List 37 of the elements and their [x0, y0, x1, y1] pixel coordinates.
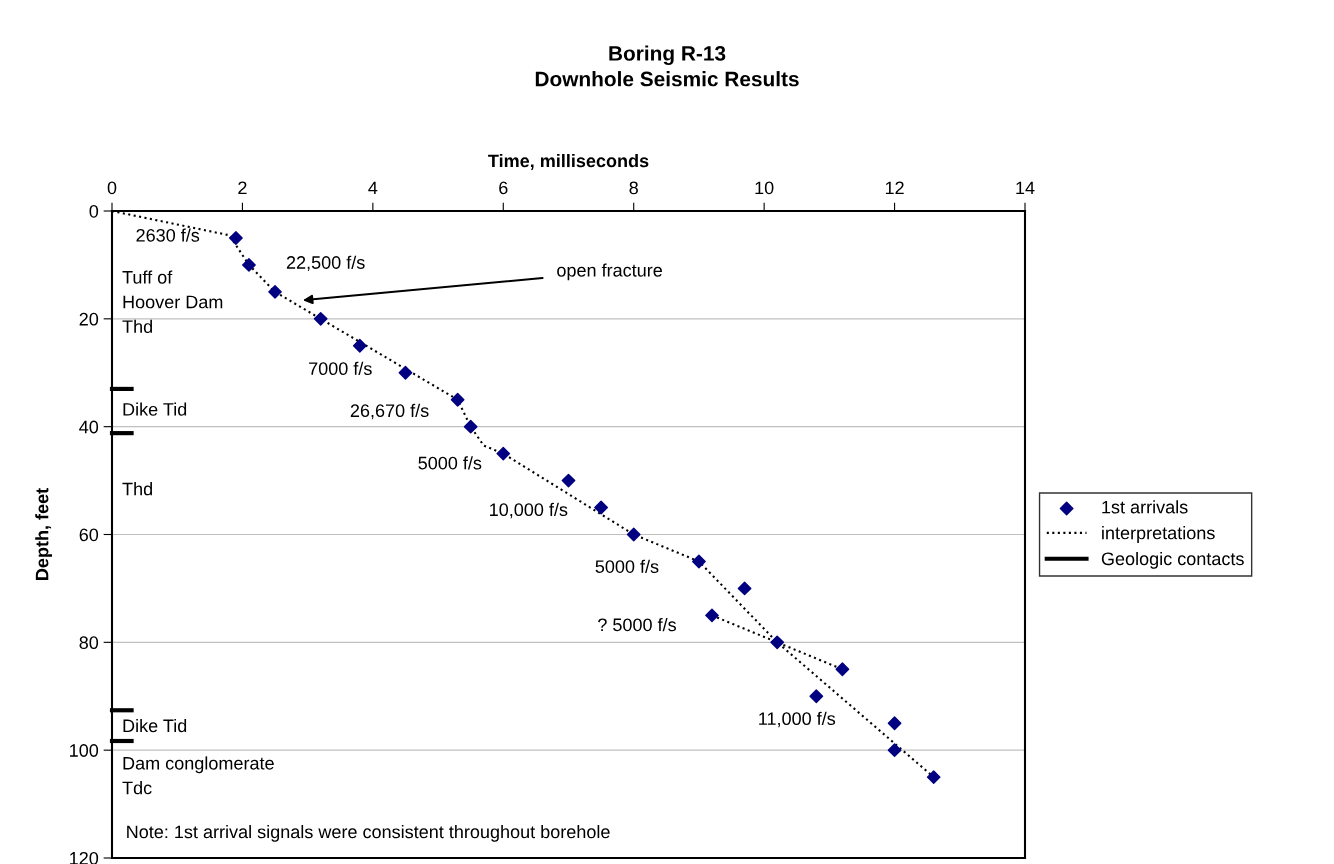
annotation: 2630 f/s	[136, 228, 200, 242]
legend-label: Geologic contacts	[1101, 551, 1244, 569]
annotation: Dike Tid	[123, 718, 187, 733]
annotation: 11,000 f/s	[759, 711, 836, 728]
annotation: Tuff of Hoover Dam Thd	[122, 270, 223, 334]
x-tick-label: 10	[755, 181, 774, 195]
x-tick-label: 12	[885, 181, 904, 195]
annotation: Thd	[122, 482, 152, 496]
y-tick-label: 120	[70, 851, 99, 864]
y-tick-label: 0	[89, 204, 99, 218]
y-axis-title: Depth, feet	[35, 488, 53, 580]
y-tick-label: 40	[79, 420, 99, 434]
x-tick-label: 8	[629, 181, 638, 195]
legend-label: interpretations	[1102, 526, 1215, 543]
annotation: 5000 f/s	[418, 456, 482, 470]
x-tick-label: 4	[368, 181, 378, 195]
x-tick-label: 14	[1016, 181, 1035, 195]
x-tick-label: 0	[107, 181, 117, 195]
chart-title: Boring R-13 Downhole Seismic Results	[535, 45, 799, 87]
annotation: open fracture	[557, 263, 662, 281]
x-tick-label: 2	[238, 181, 247, 195]
y-tick-label: 60	[79, 528, 99, 542]
annotation: 26,670 f/s	[350, 403, 429, 420]
annotation: Note: 1st arrival signals were consistent throughout borehole	[127, 824, 610, 842]
legend-label: 1st arrivals	[1102, 500, 1188, 514]
y-tick-label: 80	[79, 636, 99, 650]
annotation: 5000 f/s	[595, 559, 659, 573]
x-axis-title: Time, milliseconds	[488, 154, 649, 170]
annotation: 7000 f/s	[309, 361, 372, 376]
x-tick-label: 6	[499, 181, 508, 195]
y-tick-label: 20	[79, 312, 99, 326]
annotation: Dam conglomerate Tdc	[122, 756, 274, 795]
annotation: 22,500 f/s	[286, 255, 365, 272]
annotation: ? 5000 f/s	[598, 617, 676, 632]
y-tick-label: 100	[70, 744, 99, 757]
annotation: 10,000 f/s	[490, 502, 568, 519]
annotation: Dike Tid	[123, 402, 187, 416]
